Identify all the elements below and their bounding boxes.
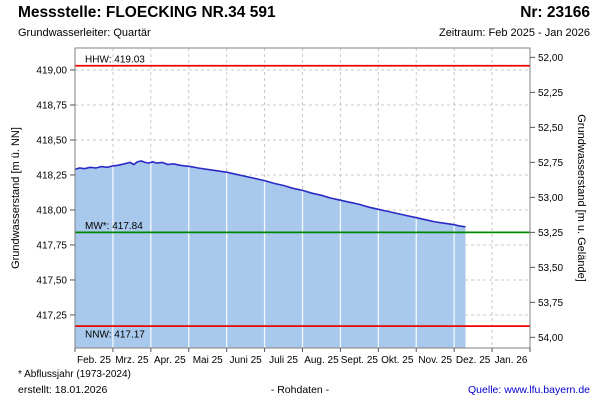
left-tick-label: 418,00 (36, 205, 67, 216)
y-axis-right-title: Grundwasserstand [m u. Gelände] (575, 114, 587, 282)
ref-line-label-hhw: HHW: 419.03 (85, 54, 145, 65)
x-tick-label: Mai 25 (193, 355, 223, 365)
footnote: * Abflussjahr (1973-2024) (18, 369, 131, 380)
right-tick-label: 52,50 (538, 123, 563, 134)
page-title: Messstelle: FLOECKING NR.34 591 (18, 4, 276, 21)
data-type-label: - Rohdaten - (270, 384, 330, 396)
created-date: erstellt: 18.01.2026 (18, 384, 108, 396)
series-area-fill (75, 161, 466, 348)
chart-area: HHW: 419.03 MW*: 417.84 NNW: 417.17 419,00 4… (0, 40, 600, 366)
station-number: Nr: 23166 (520, 4, 590, 21)
x-tick-label: Feb. 25 (77, 355, 111, 365)
left-tick-label: 417,75 (36, 240, 67, 251)
x-tick-label: Juni 25 (230, 355, 263, 365)
x-tick-label: Sept. 25 (341, 355, 379, 365)
x-tick-label: Mrz. 25 (115, 355, 149, 365)
left-tick-label: 417,50 (36, 275, 67, 286)
x-tick-label: Apr. 25 (154, 355, 186, 365)
right-tick-label: 53,25 (538, 228, 563, 239)
y-axis-right: 52,00 52,25 52,50 52,75 53,00 53,25 53,50 53,75… (530, 53, 563, 344)
right-tick-label: 53,00 (538, 193, 563, 204)
left-tick-label: 418,75 (36, 100, 67, 111)
ref-line-label-nnw: NNW: 417.17 (85, 330, 145, 341)
x-axis: Feb. 25 Mrz. 25 Apr. 25 Mai 25 Juni 25 Juli 2… (74, 348, 531, 366)
right-tick-label: 53,50 (538, 263, 563, 274)
left-tick-label: 418,50 (36, 135, 67, 146)
left-tick-label: 417,25 (36, 310, 67, 321)
right-tick-label: 52,00 (538, 53, 563, 64)
y-axis-left-title: Grundwasserstand [m ü. NN] (10, 127, 22, 269)
x-tick-label: Okt. 25 (381, 355, 414, 365)
period-label: Zeitraum: Feb 2025 - Jan 2026 (438, 27, 590, 39)
x-tick-label: Dez. 25 (456, 355, 491, 365)
right-tick-label: 54,00 (538, 333, 563, 344)
x-tick-label: Aug. 25 (304, 355, 339, 365)
right-tick-label: 52,25 (538, 88, 563, 99)
subheader: Grundwasserleiter: Quartär Zeitraum: Feb… (0, 27, 600, 41)
x-tick-label: Juli 25 (269, 355, 298, 365)
y-axis-left: 419,00 418,75 418,50 418,25 418,00 417,75 417,… (36, 65, 75, 321)
aquifer-label: Grundwasserleiter: Quartär (18, 27, 151, 39)
source-link[interactable]: Quelle: www.lfu.bayern.de (468, 384, 590, 396)
left-tick-label: 418,25 (36, 170, 67, 181)
left-tick-label: 419,00 (36, 65, 67, 76)
right-tick-label: 52,75 (538, 158, 563, 169)
x-tick-label: Jan. 26 (495, 355, 528, 365)
series-line (74, 160, 466, 228)
ref-line-label-mw: MW*: 417.84 (85, 221, 143, 232)
right-tick-label: 53,75 (538, 298, 563, 309)
x-tick-label: Nov. 25 (418, 355, 452, 365)
header: Messstelle: FLOECKING NR.34 591 Nr: 2316… (0, 4, 600, 24)
